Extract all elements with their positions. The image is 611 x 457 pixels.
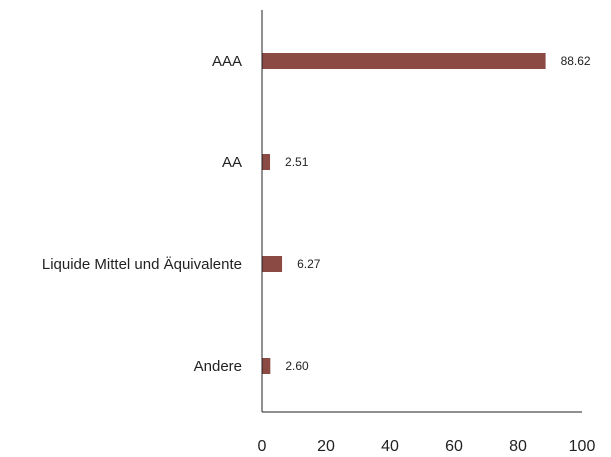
bar-aaa xyxy=(262,53,546,69)
data-label-aa: 2.51 xyxy=(285,155,309,169)
bar-andere xyxy=(262,358,271,374)
bar-aa xyxy=(262,154,271,170)
x-tick-label-60: 60 xyxy=(445,438,463,455)
x-tick-label-80: 80 xyxy=(509,438,527,455)
axes-layer xyxy=(261,10,582,413)
labels-layer: AAA 88.62 AA 2.51 Liquide Mittel und Äquival… xyxy=(42,53,596,455)
x-tick-label-20: 20 xyxy=(317,438,335,455)
data-label-aaa: 88.62 xyxy=(561,54,591,68)
x-tick-label-0: 0 xyxy=(258,438,267,455)
x-tick-label-40: 40 xyxy=(381,438,399,455)
category-label-andere: Andere xyxy=(194,358,242,375)
category-label-aa: AA xyxy=(222,154,242,171)
bars-layer xyxy=(262,53,546,374)
category-label-liquide-mittel-und-quivalente: Liquide Mittel und Äquivalente xyxy=(42,256,242,273)
category-label-aaa: AAA xyxy=(212,53,242,70)
data-label-liquide-mittel-und-quivalente: 6.27 xyxy=(297,257,321,271)
data-label-andere: 2.60 xyxy=(285,359,309,373)
x-tick-label-100: 100 xyxy=(569,438,596,455)
bar-liquide-mittel-und-quivalente xyxy=(262,256,283,272)
